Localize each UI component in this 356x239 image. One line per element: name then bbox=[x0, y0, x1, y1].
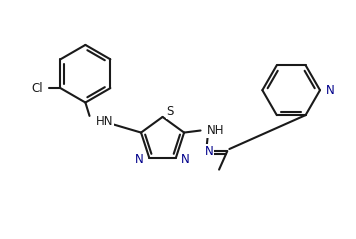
Text: N: N bbox=[326, 84, 335, 97]
Text: NH: NH bbox=[207, 124, 224, 137]
Text: N: N bbox=[205, 145, 214, 158]
Text: Cl: Cl bbox=[31, 81, 43, 95]
Text: N: N bbox=[181, 153, 190, 166]
Text: S: S bbox=[167, 105, 174, 118]
Text: HN: HN bbox=[96, 114, 113, 128]
Text: N: N bbox=[135, 153, 144, 166]
